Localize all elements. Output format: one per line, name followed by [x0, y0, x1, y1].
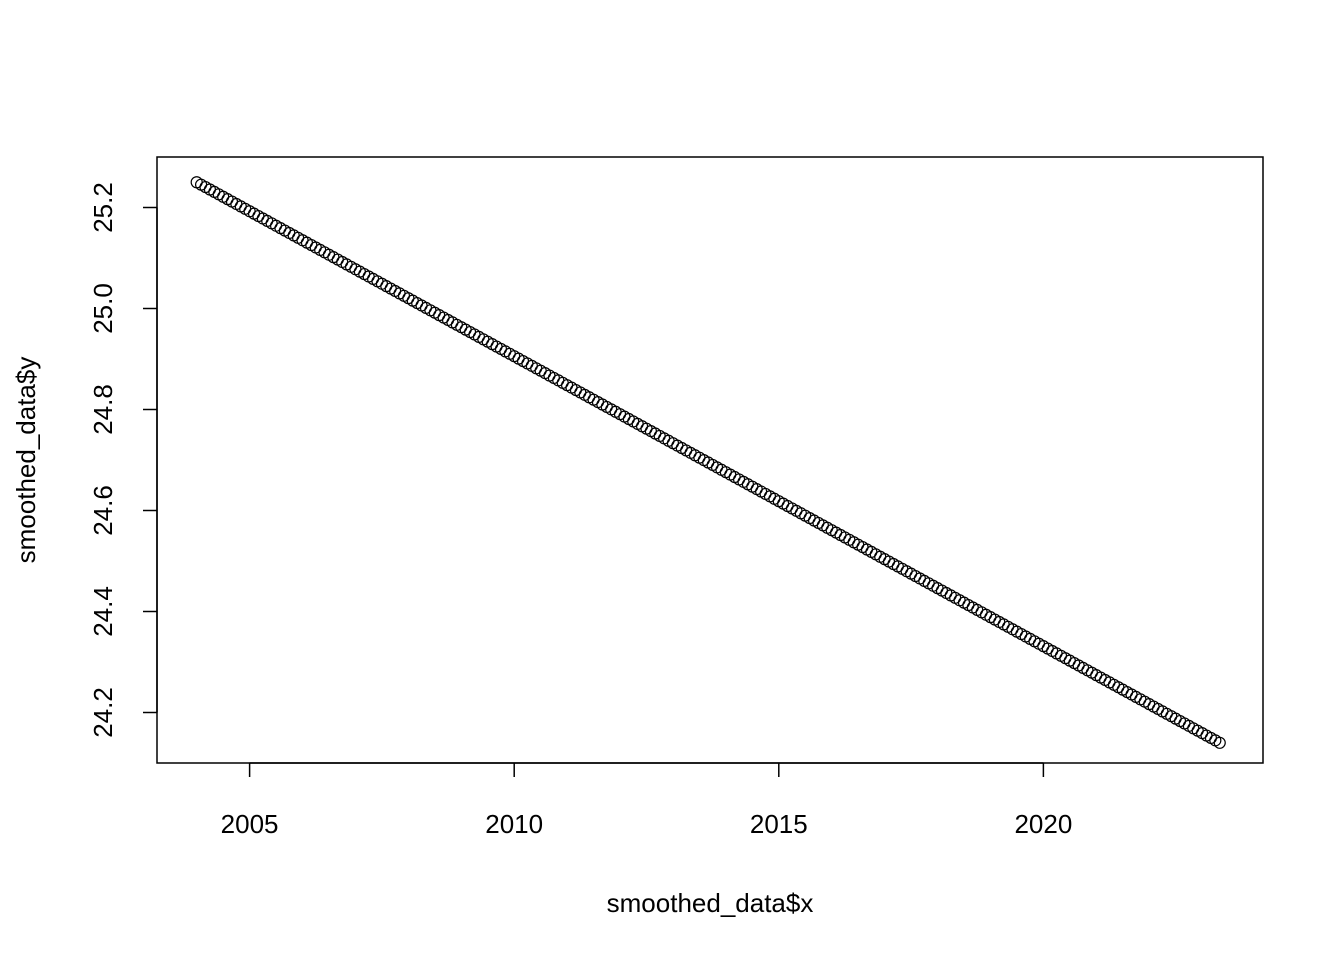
y-tick-label: 24.2: [88, 687, 118, 738]
y-tick-label: 24.6: [88, 485, 118, 536]
y-tick-label: 24.4: [88, 586, 118, 637]
data-point: [1213, 736, 1226, 749]
x-axis-title: smoothed_data$x: [607, 888, 814, 918]
y-tick-label: 25.2: [88, 182, 118, 233]
y-tick-label: 25.0: [88, 283, 118, 334]
x-axis: 2005 2010 2015 2020: [221, 762, 1072, 839]
data-points: [190, 176, 1226, 749]
y-tick-label: 24.8: [88, 384, 118, 435]
y-axis: 24.2 24.4 24.6 24.8 25.0 25.2: [88, 182, 158, 738]
x-tick-label: 2005: [221, 809, 279, 839]
y-axis-title: smoothed_data$y: [11, 357, 41, 564]
x-tick-label: 2020: [1014, 809, 1072, 839]
x-tick-label: 2015: [750, 809, 808, 839]
x-tick-label: 2010: [485, 809, 543, 839]
